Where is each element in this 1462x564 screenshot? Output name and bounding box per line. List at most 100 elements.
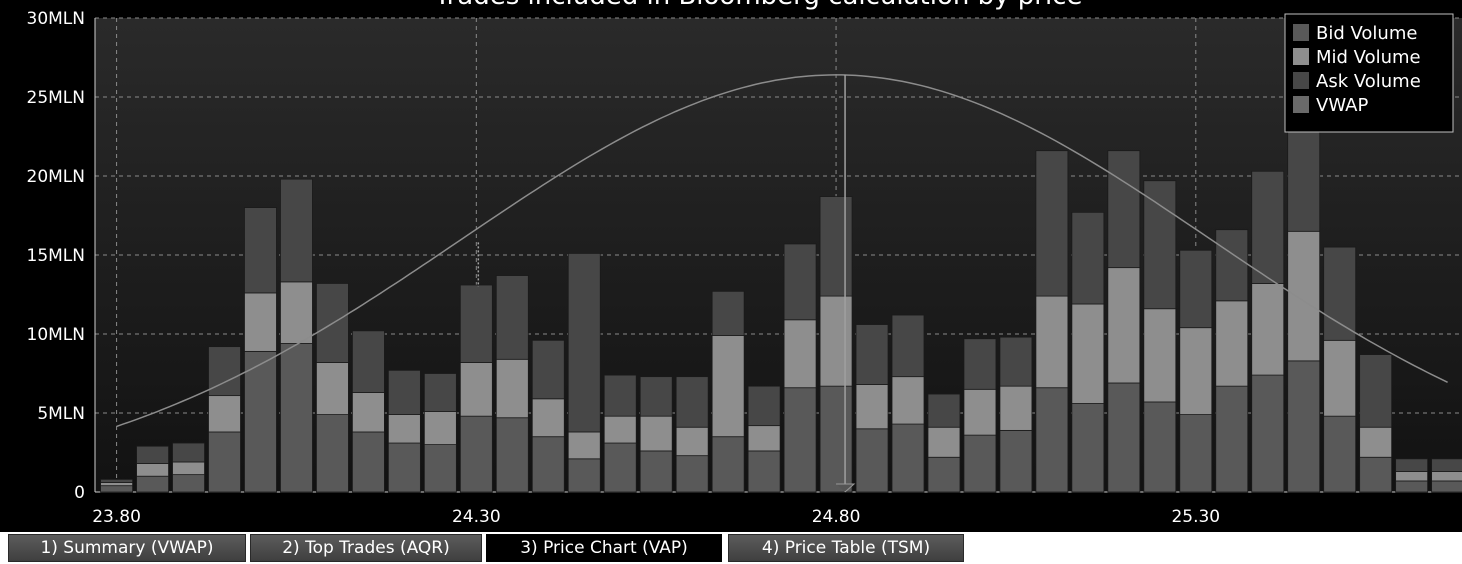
bar-segment (387, 414, 421, 444)
bar-segment (459, 415, 493, 493)
bar-segment (1251, 374, 1285, 493)
bar-segment (1287, 360, 1321, 493)
legend-swatch (1293, 48, 1309, 65)
bar-segment (1071, 403, 1105, 493)
bar-segment (316, 414, 349, 493)
bar-segment (1179, 327, 1213, 415)
y-tick-label: 25MLN (27, 88, 86, 108)
bar-segment (819, 385, 853, 493)
bar-segment (927, 393, 961, 428)
bar-segment (1107, 382, 1141, 493)
bar-segment (567, 431, 601, 460)
bar-segment (1251, 170, 1285, 284)
volume-at-price-chart: Trades included in Bloomberg calculation… (0, 0, 1462, 532)
bar-segment (1431, 471, 1462, 482)
tab-bar: 1) Summary (VWAP) 2) Top Trades (AQR) 3)… (0, 532, 1462, 564)
price-chart: Trades included in Bloomberg calculation… (0, 0, 1462, 532)
bar-segment (1251, 283, 1285, 376)
vwap-curve (116, 74, 1448, 428)
bar-segment (855, 384, 889, 430)
legend-label: VWAP (1316, 95, 1368, 116)
bar-segment (208, 395, 241, 433)
bar-segment (783, 387, 817, 493)
bar-segment (244, 350, 277, 493)
bar-segment (387, 442, 421, 493)
bar-segment (136, 445, 169, 464)
bar-segment (1215, 300, 1249, 387)
tab-top-trades-aqr[interactable]: 2) Top Trades (AQR) (250, 534, 482, 562)
y-tick-label: 0 (74, 483, 85, 503)
bar-segment (1179, 414, 1213, 493)
bar-segment (136, 463, 169, 477)
bar-segment (639, 415, 673, 452)
x-tick-label: 25.30 (1171, 507, 1220, 527)
y-tick-label: 30MLN (27, 9, 86, 29)
bar-segment (603, 415, 637, 444)
bar-segment (351, 330, 385, 393)
bar-segment (603, 442, 637, 493)
bar-segment (999, 336, 1033, 387)
bar-segment (927, 456, 961, 493)
bar-segment (531, 339, 565, 400)
bar-segment (459, 284, 493, 363)
bar-segment (747, 425, 781, 452)
chart-title: Trades included in Bloomberg calculation… (434, 0, 1083, 11)
bar-segment (280, 178, 313, 283)
bar-segment (1071, 303, 1105, 404)
legend-label: Ask Volume (1316, 71, 1421, 92)
bar-segment (495, 275, 529, 360)
bar-segment (639, 450, 673, 493)
bar-segment (495, 358, 529, 419)
bar-segment (999, 385, 1033, 431)
bar-segment (747, 450, 781, 493)
bar-segment (244, 207, 277, 294)
bar-segment (1395, 458, 1429, 472)
bar-segment (711, 436, 745, 493)
tab-price-chart-vap[interactable]: 3) Price Chart (VAP) (486, 534, 722, 562)
tab-price-table-tsm[interactable]: 4) Price Table (TSM) (728, 534, 964, 562)
x-tick-label: 24.80 (812, 507, 861, 527)
tab-summary-vwap[interactable]: 1) Summary (VWAP) (8, 534, 246, 562)
tab-label: 4) Price Table (TSM) (761, 538, 931, 558)
bar-segment (531, 436, 565, 493)
tab-label: 1) Summary (VWAP) (40, 538, 214, 558)
vwap-marker-icon (836, 483, 856, 493)
bar-segment (639, 376, 673, 417)
tab-label: 2) Top Trades (AQR) (282, 538, 450, 558)
bar-segment (316, 362, 349, 415)
bar-segment (1323, 415, 1357, 493)
bar-segment (172, 461, 205, 476)
bar-segment (1359, 354, 1393, 428)
bar-segment (675, 426, 709, 457)
bar-segment (1431, 480, 1462, 493)
y-tick-label: 5MLN (37, 404, 85, 424)
bar-segment (1143, 308, 1177, 403)
legend-label: Bid Volume (1316, 23, 1417, 44)
bar-segment (423, 411, 457, 446)
bar-segment (1395, 471, 1429, 482)
bar-segment (819, 196, 853, 297)
legend-box (1284, 13, 1454, 133)
bar-segment (351, 392, 385, 433)
bar-segment (1143, 401, 1177, 493)
bar-segment (459, 362, 493, 417)
bar-segment (100, 478, 133, 483)
bar-segment (100, 485, 133, 493)
bar-segment (351, 431, 385, 493)
bar-segment (1071, 211, 1105, 305)
x-tick-label: 24.30 (452, 507, 501, 527)
bar-segment (891, 423, 925, 493)
bar-segment (927, 426, 961, 458)
bar-segment (711, 335, 745, 438)
bar-segment (172, 474, 205, 493)
bar-segment (423, 444, 457, 493)
bar-segment (280, 343, 313, 493)
bar-segment (1323, 246, 1357, 341)
bar-segment (1035, 150, 1069, 297)
bar-segment (963, 434, 997, 493)
bar-segment (280, 281, 313, 344)
bar-segment (1359, 426, 1393, 458)
bar-segment (603, 374, 637, 417)
y-tick-label: 20MLN (27, 167, 86, 187)
bar-segment (1035, 387, 1069, 493)
